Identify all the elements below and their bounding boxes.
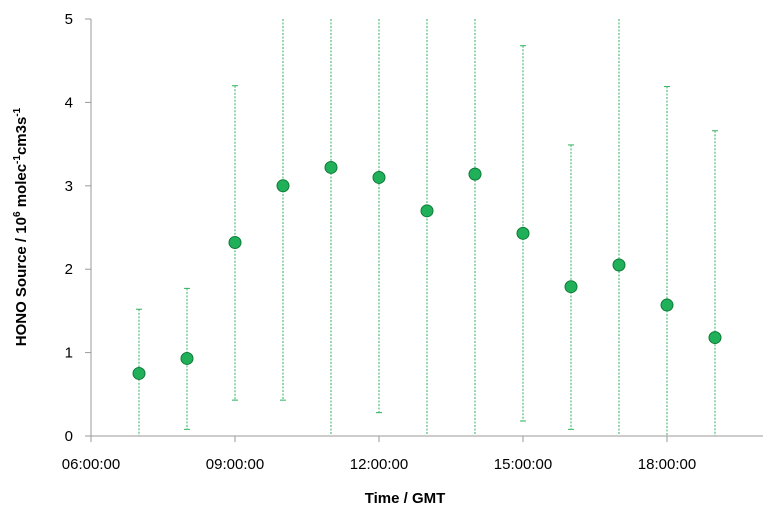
- data-point: [372, 170, 386, 184]
- data-point: [516, 226, 530, 240]
- data-point: [708, 331, 722, 345]
- y-axis-title-sup1: 6: [12, 211, 23, 217]
- data-point: [468, 167, 482, 181]
- y-tick-label: 5: [65, 11, 73, 28]
- data-point: [324, 160, 338, 174]
- tick-label-layer: 0 1 2 3 4 5 06:00:00 09:00:00 12:00:00 15:00:00 18…: [62, 11, 696, 473]
- x-tick-label: 09:00:00: [206, 456, 264, 473]
- error-bar-layer: [136, 19, 718, 436]
- data-point: [612, 258, 626, 272]
- x-tick-label: 06:00:00: [62, 456, 120, 473]
- y-tick-label: 3: [65, 178, 73, 195]
- data-point-layer: [132, 160, 722, 380]
- x-tick-label: 18:00:00: [638, 456, 696, 473]
- x-tick-label: 15:00:00: [494, 456, 552, 473]
- data-point: [180, 351, 194, 365]
- y-axis-title-part1: HONO Source / 10: [13, 217, 30, 346]
- data-point: [276, 179, 290, 193]
- data-point: [564, 280, 578, 294]
- data-point: [660, 298, 674, 312]
- data-point: [420, 204, 434, 218]
- y-axis-title: HONO Source / 106 molec-1cm3s-1: [12, 107, 30, 346]
- y-tick-label: 2: [65, 261, 73, 278]
- y-axis-title-sup2: -1: [12, 155, 23, 164]
- y-tick-label: 0: [65, 428, 73, 445]
- x-tick-label: 12:00:00: [350, 456, 408, 473]
- data-point: [228, 236, 242, 250]
- y-axis-title-part2: molec: [13, 164, 30, 212]
- x-axis-title: Time / GMT: [365, 490, 446, 507]
- y-tick-label: 4: [65, 94, 73, 111]
- axes-layer: [85, 18, 763, 442]
- y-axis-title-part3: cm3s: [13, 117, 30, 155]
- y-axis-title-sup3: -1: [12, 107, 23, 116]
- data-point: [132, 366, 146, 380]
- y-tick-label: 1: [65, 345, 73, 362]
